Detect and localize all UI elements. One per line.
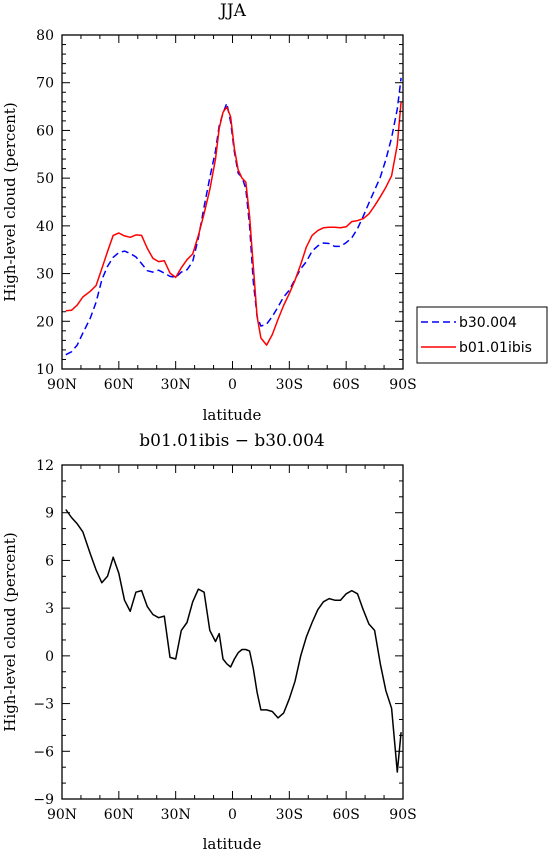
- legend-label-b30-004: b30.004: [459, 315, 517, 331]
- top-plot-frame: [61, 34, 404, 370]
- top-y-tick-label: 50: [36, 171, 54, 187]
- top-y-tick-label: 10: [36, 362, 54, 378]
- bottom-y-tick-label: −3: [33, 697, 54, 713]
- bottom-y-tick-label: −9: [33, 792, 54, 808]
- bottom-y-tick-label: 0: [45, 649, 54, 665]
- bottom-difference-line: [65, 509, 402, 773]
- bottom-chart-title: b01.01ibis − b30.004: [139, 431, 324, 451]
- top-x-tick-label: 60N: [104, 377, 134, 393]
- bottom-y-tick-label: 9: [45, 506, 54, 522]
- bottom-x-tick-label: 90N: [47, 807, 77, 823]
- top-y-axis-label: High-level cloud (percent): [1, 102, 19, 301]
- bottom-x-tick-label: 0: [228, 807, 237, 823]
- top-y-tick-label: 40: [36, 219, 54, 235]
- top-x-tick-label: 0: [228, 377, 237, 393]
- bottom-x-tick-label: 60S: [332, 807, 359, 823]
- top-chart-title: JJA: [218, 1, 247, 21]
- legend: b30.004 b01.01ibis: [416, 306, 548, 364]
- top-y-tick-label: 70: [36, 76, 54, 92]
- bottom-x-tick-label: 30S: [276, 807, 303, 823]
- top-chart-panel: JJA 90N 60N 30N 0 30S 60S 90S1020304050607080 …: [1, 1, 417, 424]
- series-line-b01-01ibis: [65, 101, 402, 346]
- top-y-tick-label: 20: [36, 314, 54, 330]
- bottom-x-tick-label: 60N: [104, 807, 134, 823]
- bottom-y-tick-label: 3: [45, 601, 54, 617]
- top-x-tick-label: 30N: [161, 377, 191, 393]
- bottom-x-tick-label: 30N: [161, 807, 191, 823]
- bottom-y-axis-label: High-level cloud (percent): [1, 532, 19, 731]
- bottom-x-axis-label: latitude: [203, 835, 262, 851]
- top-x-tick-label: 90S: [389, 377, 416, 393]
- top-y-tick-label: 80: [36, 28, 54, 44]
- bottom-chart-panel: b01.01ibis − b30.004 90N 60N 30N 0 30S 60S 90S…: [1, 431, 417, 851]
- bottom-x-tick-label: 90S: [389, 807, 416, 823]
- top-x-tick-label: 90N: [47, 377, 77, 393]
- top-x-axis-label: latitude: [203, 406, 262, 424]
- series-line-b30-004: [65, 77, 402, 356]
- top-y-tick-label: 30: [36, 267, 54, 283]
- top-y-tick-label: 60: [36, 123, 54, 139]
- bottom-y-tick-label: 6: [45, 553, 54, 569]
- top-x-tick-label: 60S: [332, 377, 359, 393]
- bottom-y-tick-label: 12: [36, 458, 54, 474]
- legend-label-b01-01ibis: b01.01ibis: [459, 340, 532, 356]
- top-x-tick-label: 30S: [276, 377, 303, 393]
- bottom-y-tick-label: −6: [33, 744, 54, 760]
- bottom-plot-frame: [61, 464, 404, 800]
- legend-box: [416, 306, 548, 364]
